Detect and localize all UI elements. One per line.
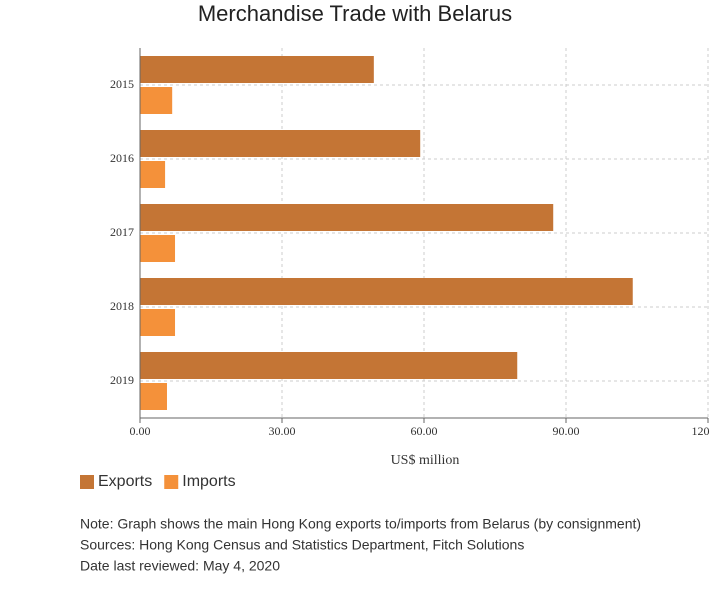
x-tick-label: 90.00 <box>553 424 580 438</box>
bar <box>140 87 173 114</box>
bar <box>140 309 176 336</box>
bar <box>140 130 421 157</box>
x-tick-label: 120.00 <box>692 424 710 438</box>
legend-swatch <box>164 475 179 489</box>
x-tick-label: 0.00 <box>130 424 151 438</box>
bar <box>140 383 167 410</box>
legend-label: Exports <box>98 473 152 490</box>
bar <box>140 161 166 188</box>
chart-title: Merchandise Trade with Belarus <box>198 1 512 26</box>
x-tick-label: 30.00 <box>269 424 296 438</box>
bar <box>140 278 633 305</box>
bar <box>140 56 374 83</box>
y-tick-label: 2016 <box>110 151 134 165</box>
bar <box>140 235 176 262</box>
bar <box>140 204 554 231</box>
note: Note: Graph shows the main Hong Kong exp… <box>80 516 641 532</box>
y-tick-label: 2015 <box>110 77 134 91</box>
note: Sources: Hong Kong Census and Statistics… <box>80 537 524 553</box>
note: Date last reviewed: May 4, 2020 <box>80 558 280 574</box>
x-axis-label: US$ million <box>391 453 460 468</box>
x-tick-label: 60.00 <box>411 424 438 438</box>
bar <box>140 352 518 379</box>
y-tick-label: 2019 <box>110 373 134 387</box>
legend-label: Imports <box>182 473 235 490</box>
legend-swatch <box>80 475 94 489</box>
y-tick-label: 2017 <box>110 225 134 239</box>
y-tick-label: 2018 <box>110 299 134 313</box>
